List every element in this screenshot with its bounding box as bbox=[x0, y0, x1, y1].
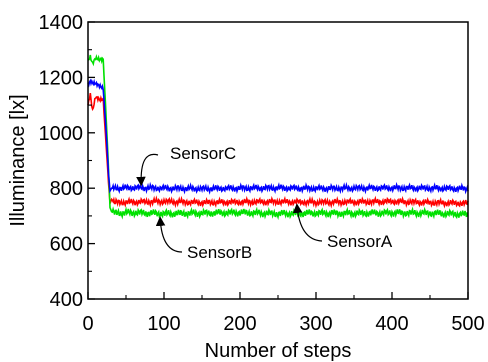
annotation-label-sensora: SensorA bbox=[327, 232, 393, 251]
x-tick-label: 200 bbox=[223, 313, 256, 335]
x-tick-label: 100 bbox=[147, 313, 180, 335]
plot-lines bbox=[87, 54, 469, 221]
series-line-sensorb bbox=[87, 54, 469, 221]
y-tick-label: 600 bbox=[50, 234, 83, 256]
x-tick-label: 0 bbox=[82, 313, 93, 335]
annotation-arrow-sensorc bbox=[136, 153, 159, 187]
x-tick-label: 400 bbox=[375, 313, 408, 335]
annotation-label-sensorc: SensorC bbox=[170, 144, 236, 163]
annotation-arrow-sensora bbox=[292, 203, 323, 242]
annotation-arrow-sensorb bbox=[155, 216, 183, 253]
y-axis-title: Illuminance [lx] bbox=[7, 94, 29, 226]
series-line-sensorc bbox=[87, 78, 469, 195]
y-tick-label: 1200 bbox=[39, 67, 84, 89]
y-tick-label: 1400 bbox=[39, 12, 84, 34]
x-tick-label: 500 bbox=[451, 313, 484, 335]
series-line-sensora bbox=[87, 92, 469, 209]
y-tick-label: 1000 bbox=[39, 123, 84, 145]
y-tick-label: 800 bbox=[50, 178, 83, 200]
x-axis-title: Number of steps bbox=[205, 340, 352, 362]
x-tick-label: 300 bbox=[299, 313, 332, 335]
annotation-label-sensorb: SensorB bbox=[187, 243, 252, 262]
axis-ticks: 0 100 200 300 400 500 400 600 800 1000 1200 1400 bbox=[39, 12, 485, 335]
annotations: SensorC SensorB SensorA bbox=[136, 144, 393, 262]
y-tick-label: 400 bbox=[50, 289, 83, 311]
